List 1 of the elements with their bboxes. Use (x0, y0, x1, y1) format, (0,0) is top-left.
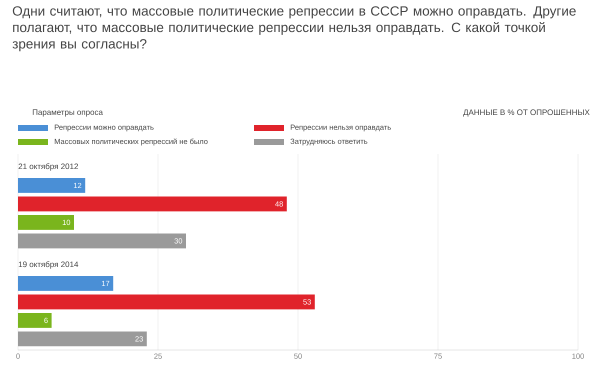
chart-title: Одни считают, что массовые политические репрессии в СССР можно оправдать. Другие полагают, что массовые политические репрессии нельзя оправдать. С какой точкой зрения вы согласны? (12, 6, 576, 52)
